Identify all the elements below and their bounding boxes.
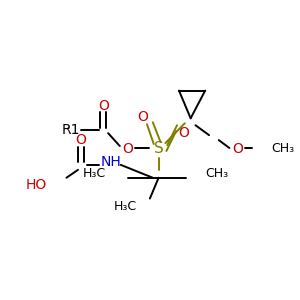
Text: NH: NH [101, 155, 122, 169]
Text: O: O [178, 126, 189, 140]
Text: CH₃: CH₃ [271, 142, 294, 154]
Text: O: O [76, 133, 86, 147]
Text: H₃C: H₃C [114, 200, 137, 213]
Text: HO: HO [26, 178, 47, 192]
Text: S: S [154, 140, 164, 155]
Text: R1: R1 [62, 123, 80, 137]
Text: O: O [122, 142, 133, 156]
Text: H₃C: H₃C [83, 167, 106, 180]
Text: O: O [232, 142, 243, 156]
Text: O: O [138, 110, 148, 124]
Text: O: O [98, 99, 109, 113]
Text: CH₃: CH₃ [205, 167, 228, 180]
